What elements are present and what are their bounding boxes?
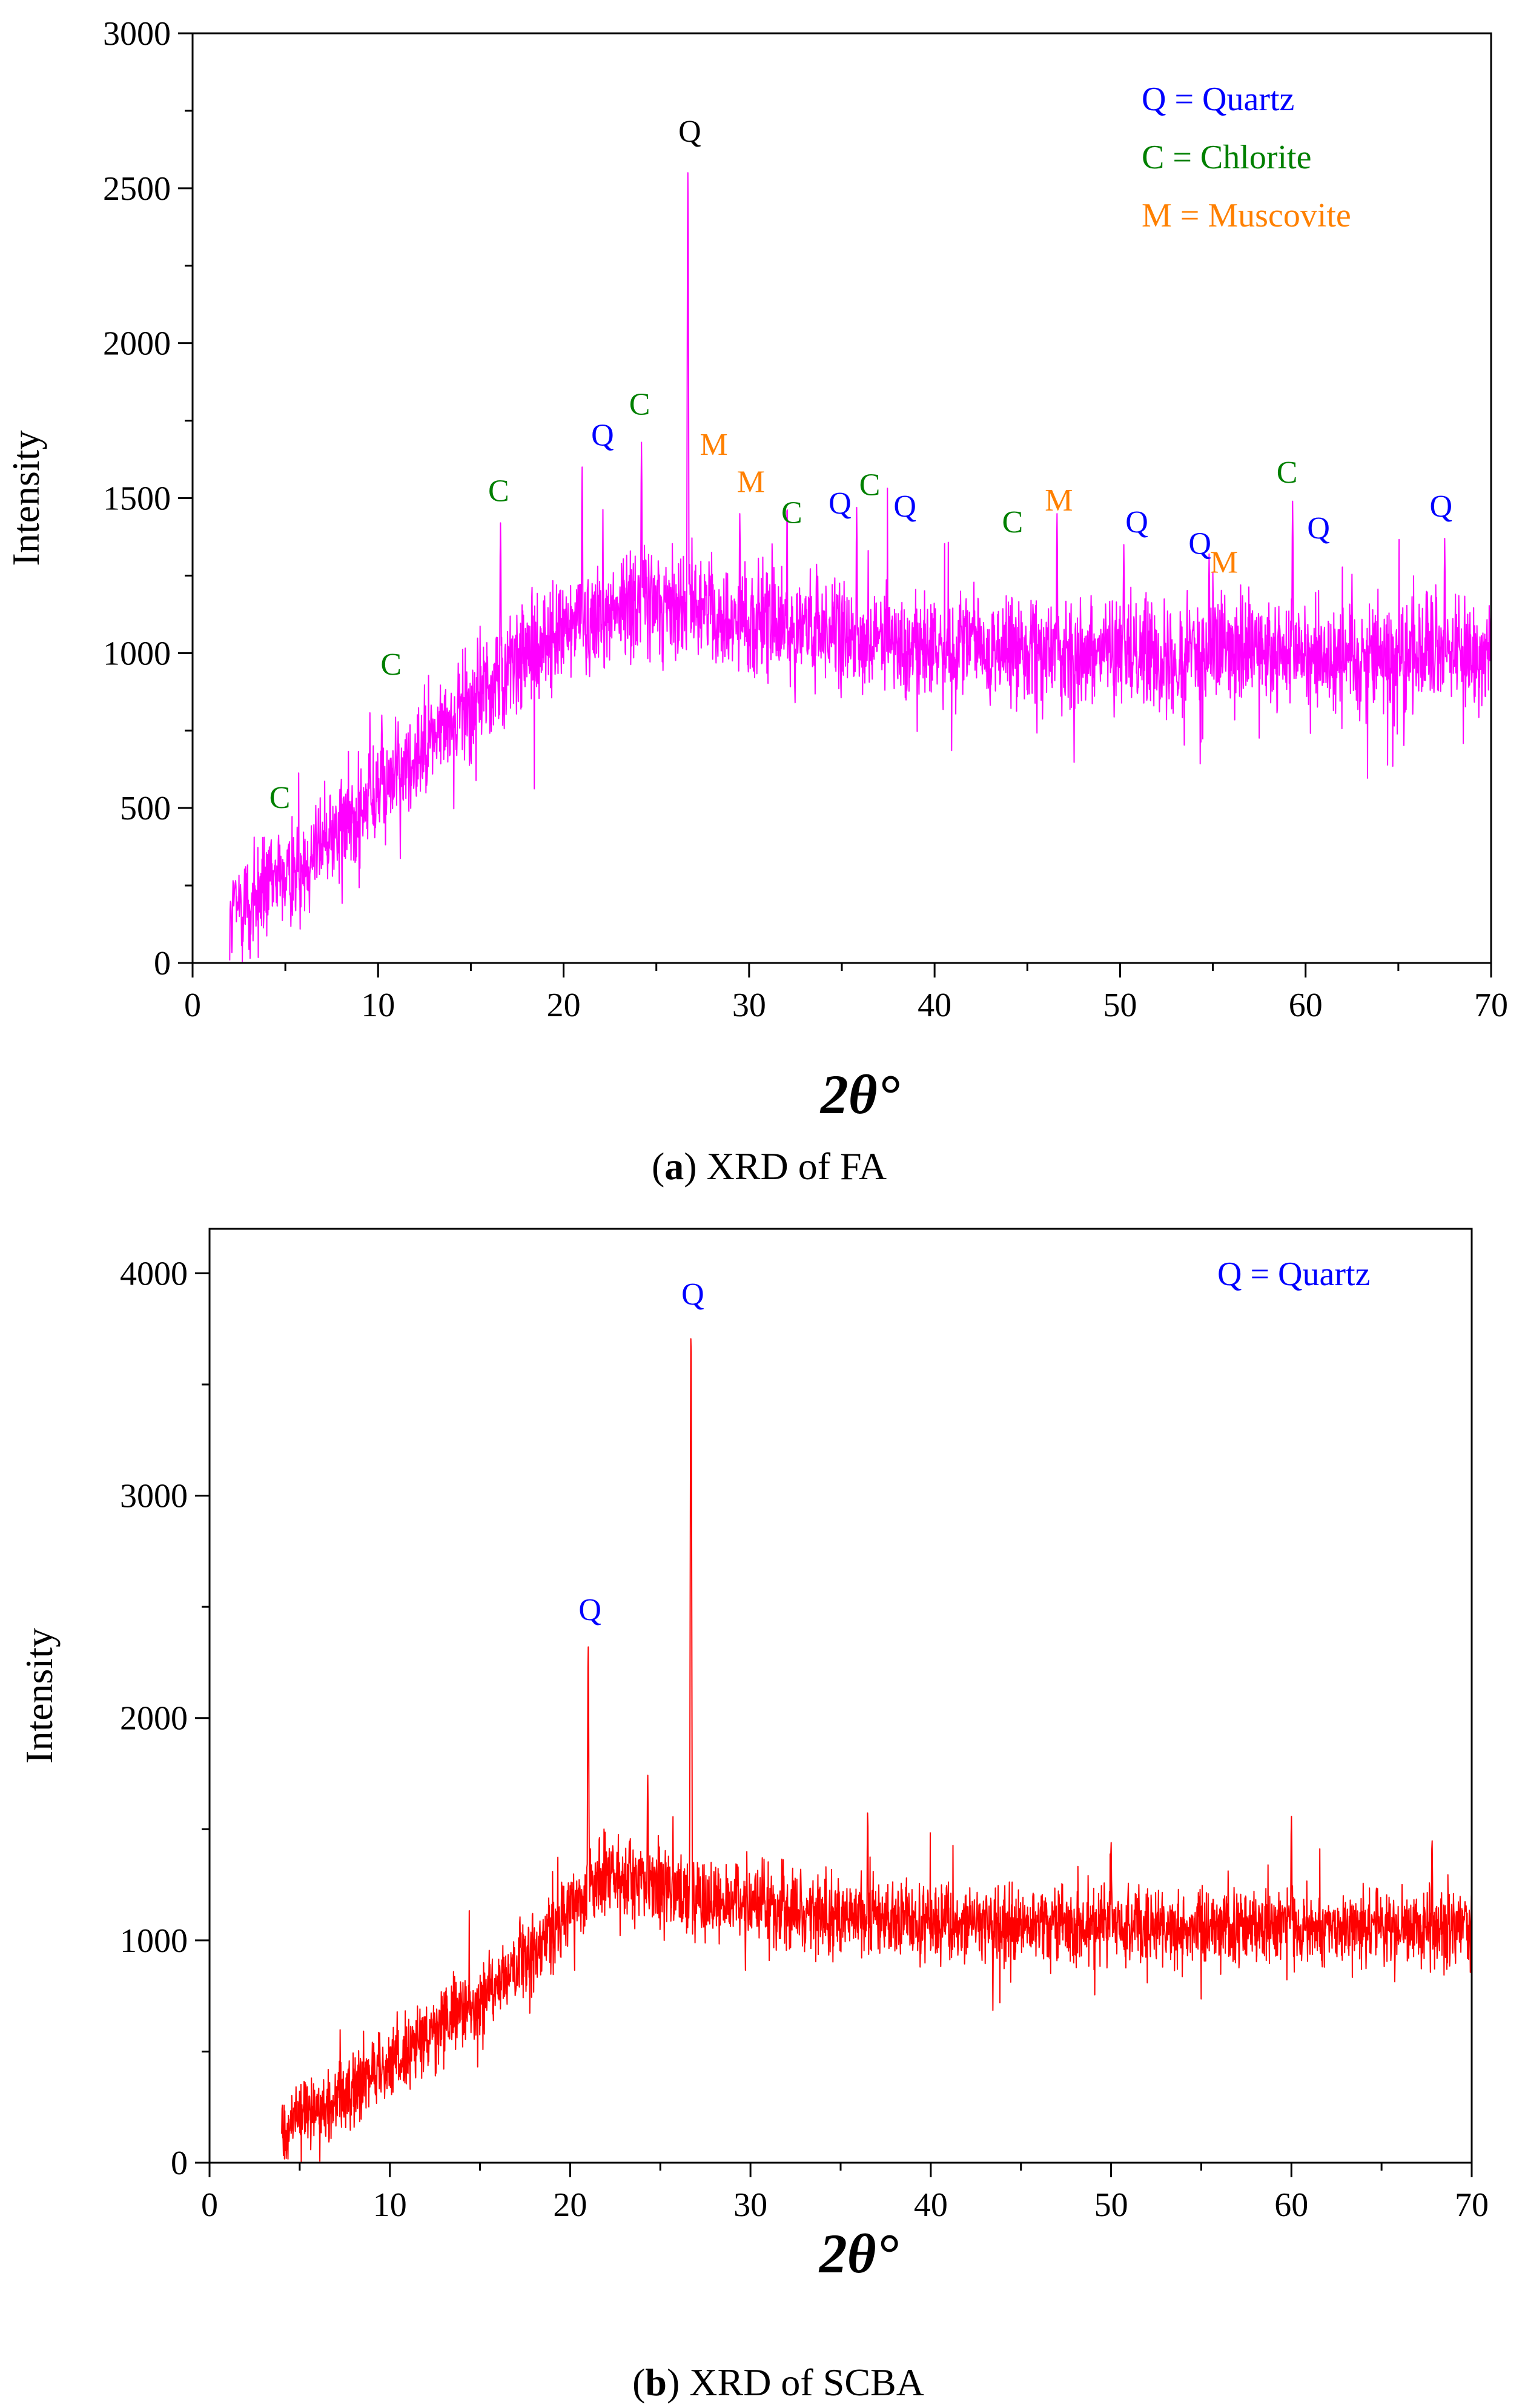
y-tick-label: 3000	[120, 1478, 188, 1515]
legend-entry: M = Muscovite	[1142, 197, 1351, 234]
x-tick-label: 60	[1274, 2186, 1308, 2224]
x-tick-label: 50	[1103, 987, 1137, 1024]
y-axis-label: Intensity	[4, 431, 47, 566]
x-tick-label: 10	[361, 987, 395, 1024]
peak-annotation: C	[1277, 455, 1298, 490]
peak-annotation: M	[737, 465, 765, 499]
y-tick-label: 1500	[103, 480, 171, 518]
x-tick-label: 60	[1289, 987, 1323, 1024]
x-tick-label: 70	[1474, 987, 1508, 1024]
x-axis-label: 2θ°	[818, 2223, 899, 2284]
x-tick-label: 0	[184, 987, 201, 1024]
x-tick-label: 10	[373, 2186, 407, 2224]
legend-entry: Q = Quartz	[1217, 1255, 1370, 1293]
caption-a: (a) XRD of FA	[652, 1145, 887, 1188]
x-tick-label: 30	[733, 2186, 767, 2224]
x-tick-label: 40	[914, 2186, 948, 2224]
x-tick-label: 50	[1094, 2186, 1128, 2224]
legend-entry: Q = Quartz	[1142, 81, 1294, 118]
peak-annotation: C	[781, 495, 802, 530]
peak-annotation: C	[270, 781, 291, 815]
series-line-fa	[229, 172, 1492, 962]
peak-annotation: Q	[578, 1593, 601, 1627]
peak-annotation: Q	[1125, 505, 1148, 540]
y-tick-label: 2500	[103, 170, 171, 208]
y-axis-label: Intensity	[18, 1628, 61, 1764]
y-tick-label: 2000	[120, 1700, 188, 1738]
y-tick-label: 0	[171, 2145, 188, 2182]
x-tick-label: 30	[732, 987, 766, 1024]
peak-annotation: C	[380, 647, 402, 682]
caption-b: (b) XRD of SCBA	[632, 2361, 924, 2404]
x-tick-label: 20	[553, 2186, 587, 2224]
peak-annotation: Q	[893, 489, 916, 524]
peak-annotation: M	[1045, 483, 1073, 518]
y-tick-label: 2000	[103, 325, 171, 363]
peak-annotation: Q	[678, 114, 701, 149]
peak-annotation: C	[629, 387, 650, 422]
chart-panel-b: 0 10 20 30 40 50 60 70 0 1000 2000 3000 4000 2θ° Inten…	[18, 1228, 1489, 2284]
peak-annotation: Q	[681, 1277, 704, 1312]
y-tick-label: 3000	[103, 15, 171, 53]
x-axis-label: 2θ°	[819, 1063, 900, 1125]
peak-annotation: Q	[1188, 527, 1211, 561]
peak-annotation: M	[1210, 545, 1238, 580]
peak-annotation: Q	[591, 418, 614, 453]
peak-annotation: M	[700, 428, 728, 462]
peak-annotation: Q	[1307, 511, 1330, 546]
peak-annotation: C	[859, 468, 881, 502]
legend-entry: C = Chlorite	[1142, 139, 1311, 176]
y-tick-label: 1000	[120, 1922, 188, 1960]
y-tick-label: 4000	[120, 1255, 188, 1292]
y-tick-label: 1000	[103, 635, 171, 672]
y-tick-label: 500	[120, 790, 171, 827]
x-tick-label: 20	[547, 987, 581, 1024]
x-tick-label: 40	[918, 987, 951, 1024]
peak-annotation: C	[1002, 505, 1023, 540]
x-tick-label: 70	[1455, 2186, 1489, 2224]
peak-annotation: Q	[1430, 489, 1453, 524]
series-line-scba	[281, 1338, 1472, 2163]
x-tick-label: 0	[201, 2186, 218, 2224]
y-tick-label: 0	[154, 945, 171, 982]
chart-panel-a: 0 10 20 30 40 50 60 70 0 500 1000 1500 2000 2500 3000 2…	[4, 15, 1508, 1125]
peak-annotation: Q	[829, 486, 852, 521]
peak-annotation: C	[488, 474, 509, 509]
